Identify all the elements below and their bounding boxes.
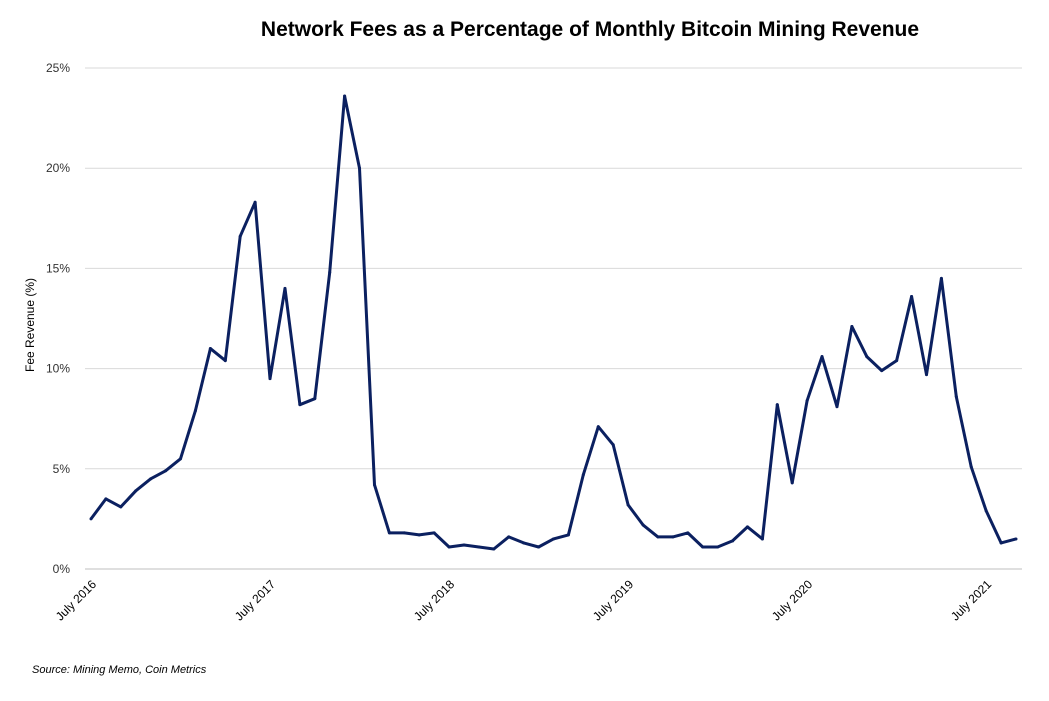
data-point xyxy=(566,533,570,537)
data-point xyxy=(179,457,183,461)
gridlines xyxy=(85,67,1022,570)
data-point xyxy=(984,509,988,513)
data-point xyxy=(731,539,735,543)
data-point xyxy=(805,399,809,403)
data-point xyxy=(969,465,973,469)
data-point xyxy=(999,541,1003,545)
data-point xyxy=(89,517,93,521)
y-tick-label: 15% xyxy=(46,261,70,275)
data-point xyxy=(313,397,317,401)
data-point xyxy=(775,403,779,407)
data-point xyxy=(223,359,227,363)
y-axis-label: Fee Revenue (%) xyxy=(23,278,37,372)
data-point xyxy=(686,531,690,535)
data-point xyxy=(880,369,884,373)
data-point xyxy=(328,270,332,274)
data-point xyxy=(895,359,899,363)
data-point xyxy=(134,489,138,493)
data-point xyxy=(596,425,600,429)
data-point xyxy=(910,294,914,298)
data-point xyxy=(581,473,585,477)
source-note: Source: Mining Memo, Coin Metrics xyxy=(32,664,207,676)
x-tick-label: July 2020 xyxy=(769,577,815,623)
data-point xyxy=(701,545,705,549)
data-point xyxy=(343,94,347,98)
series-line xyxy=(89,94,1017,551)
chart-title: Network Fees as a Percentage of Monthly … xyxy=(260,18,920,41)
y-tick-label: 0% xyxy=(53,562,71,576)
data-point xyxy=(372,483,376,487)
data-point xyxy=(954,395,958,399)
data-point xyxy=(432,531,436,535)
data-point xyxy=(626,503,630,507)
data-point xyxy=(820,355,824,359)
data-point xyxy=(253,200,257,204)
y-tick-label: 10% xyxy=(46,362,70,376)
y-tick-label: 25% xyxy=(46,61,70,75)
data-point xyxy=(716,545,720,549)
data-point xyxy=(164,469,168,473)
data-point xyxy=(924,373,928,377)
data-point xyxy=(149,477,153,481)
data-point xyxy=(193,409,197,413)
data-point xyxy=(283,286,287,290)
data-point xyxy=(641,523,645,527)
data-point xyxy=(537,545,541,549)
data-point xyxy=(298,403,302,407)
x-tick-label: July 2018 xyxy=(411,577,457,623)
data-point xyxy=(835,405,839,409)
x-tick-label: July 2017 xyxy=(232,577,278,623)
data-point xyxy=(611,443,615,447)
data-point xyxy=(939,276,943,280)
data-point xyxy=(447,545,451,549)
data-point xyxy=(402,531,406,535)
data-points xyxy=(89,94,1018,551)
data-point xyxy=(1014,537,1018,541)
data-point xyxy=(268,377,272,381)
data-point xyxy=(238,234,242,238)
data-point xyxy=(745,525,749,529)
y-tick-label: 20% xyxy=(46,161,70,175)
data-point xyxy=(119,505,123,509)
data-point xyxy=(522,541,526,545)
data-point xyxy=(208,347,212,351)
data-point xyxy=(865,355,869,359)
data-point xyxy=(850,325,854,329)
data-point xyxy=(671,535,675,539)
data-point xyxy=(417,533,421,537)
data-point xyxy=(492,547,496,551)
data-point xyxy=(477,545,481,549)
x-tick-label: July 2016 xyxy=(53,577,99,623)
x-axis-ticks: July 2016 July 2017 July 2018 July 2019 July… xyxy=(53,577,995,623)
data-point xyxy=(507,535,511,539)
x-tick-label: July 2021 xyxy=(948,577,994,623)
data-point xyxy=(790,481,794,485)
data-point xyxy=(387,531,391,535)
data-point xyxy=(104,497,108,501)
x-tick-label: July 2019 xyxy=(590,577,636,623)
data-point xyxy=(462,543,466,547)
data-point xyxy=(358,166,362,170)
data-point xyxy=(656,535,660,539)
data-point xyxy=(552,537,555,541)
data-point xyxy=(760,537,764,541)
y-axis-ticks: 0% 5% 10% 15% 20% 25% xyxy=(46,61,70,576)
y-tick-label: 5% xyxy=(53,462,71,476)
